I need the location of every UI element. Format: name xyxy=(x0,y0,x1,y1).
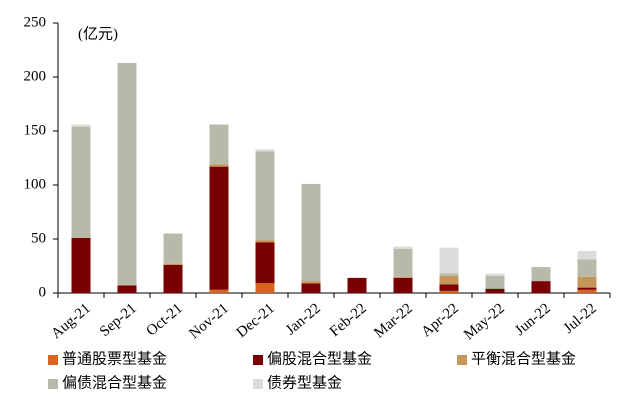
x-tick-label: Oct-21 xyxy=(144,300,186,339)
legend-swatch xyxy=(457,355,467,365)
bar-segment xyxy=(209,289,229,293)
bar-segment xyxy=(439,290,459,293)
x-tick-label: Aug-21 xyxy=(48,300,93,342)
bar-segment xyxy=(577,289,597,293)
bar-segment xyxy=(485,275,505,289)
legend-swatch xyxy=(48,379,58,389)
bar-segment xyxy=(163,263,183,265)
bar-segment xyxy=(209,124,229,165)
legend-label: 债券型基金 xyxy=(267,374,342,391)
bar-segment xyxy=(71,126,91,238)
bar-segment xyxy=(439,273,459,276)
legend-swatch xyxy=(253,379,263,389)
y-tick-label: 200 xyxy=(24,68,47,84)
x-tick-label: Jun-22 xyxy=(512,300,554,339)
bar-segment xyxy=(577,250,597,260)
y-tick-label: 250 xyxy=(24,14,47,30)
x-tick-label: May-22 xyxy=(461,300,508,343)
x-tick-label: Jul-22 xyxy=(561,300,600,336)
bar-segment xyxy=(163,233,183,264)
x-tick-label: Feb-22 xyxy=(327,300,370,340)
bar-segment xyxy=(255,242,275,284)
bar-segment xyxy=(531,267,551,282)
x-tick-label: Jan-22 xyxy=(283,300,324,338)
bar-segment xyxy=(255,151,275,241)
bar-segment xyxy=(577,276,597,288)
bar-segment xyxy=(163,264,183,293)
bar-segment xyxy=(117,62,137,286)
bar-segment xyxy=(577,287,597,290)
bar-segment xyxy=(531,281,551,293)
bar-segment xyxy=(255,149,275,152)
bar-segment xyxy=(209,164,229,167)
bar-segment xyxy=(347,277,367,293)
bar-segment xyxy=(255,283,275,293)
bar-segment xyxy=(71,124,91,127)
bar-segment xyxy=(301,281,321,284)
x-tick-label: Sep-21 xyxy=(97,300,140,340)
bar-segment xyxy=(255,240,275,243)
bar-segment xyxy=(485,288,505,293)
bar-segment xyxy=(71,237,91,293)
x-tick-label: Mar-22 xyxy=(371,300,416,341)
bar-segment xyxy=(485,273,505,276)
bar-segment xyxy=(301,183,321,282)
y-tick-label: 100 xyxy=(24,176,47,192)
bar-segment xyxy=(117,285,137,293)
legend-label: 偏债混合型基金 xyxy=(62,374,167,391)
bar-segment xyxy=(393,248,413,277)
bar-segment xyxy=(209,166,229,290)
bar-segment xyxy=(439,275,459,285)
legend-swatch xyxy=(253,355,263,365)
x-tick-label: Nov-21 xyxy=(186,300,231,342)
bar-segment xyxy=(439,284,459,291)
unit-label: (亿元) xyxy=(78,25,118,42)
y-tick-label: 50 xyxy=(31,230,46,246)
bar-segment xyxy=(301,283,321,293)
x-tick-label: Dec-21 xyxy=(234,300,278,341)
y-tick-label: 150 xyxy=(24,122,47,138)
legend-label: 平衡混合型基金 xyxy=(471,350,576,367)
bar-segment xyxy=(577,259,597,277)
legend-swatch xyxy=(48,355,58,365)
bar-segment xyxy=(393,276,413,278)
x-tick-label: Apr-22 xyxy=(419,300,462,340)
y-tick-label: 0 xyxy=(39,284,47,300)
bar-segment xyxy=(393,277,413,293)
bar-segment xyxy=(393,246,413,249)
bar-segment xyxy=(439,247,459,274)
legend-label: 偏股混合型基金 xyxy=(267,350,372,367)
legend-label: 普通股票型基金 xyxy=(62,350,167,367)
